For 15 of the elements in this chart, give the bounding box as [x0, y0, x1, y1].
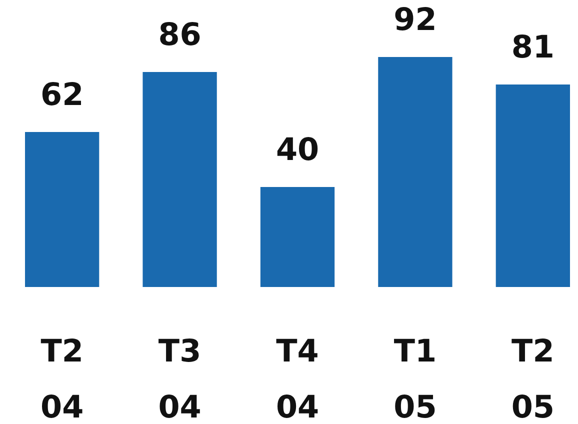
bar [25, 132, 100, 287]
data-label: 86 [158, 17, 202, 53]
data-label: 92 [394, 2, 437, 38]
x-tick-label: T4 04 [276, 334, 320, 424]
bar [378, 57, 452, 287]
data-label: 40 [276, 132, 320, 168]
bar [496, 84, 570, 287]
data-label: 62 [40, 77, 84, 113]
x-tick-label: T3 04 [158, 334, 202, 424]
bar [260, 187, 335, 287]
x-tick-label: T1 05 [394, 334, 437, 424]
x-tick-label: T2 05 [511, 334, 554, 424]
x-tick-label: T2 04 [40, 334, 84, 424]
data-label: 81 [511, 30, 554, 66]
bar [142, 72, 217, 287]
